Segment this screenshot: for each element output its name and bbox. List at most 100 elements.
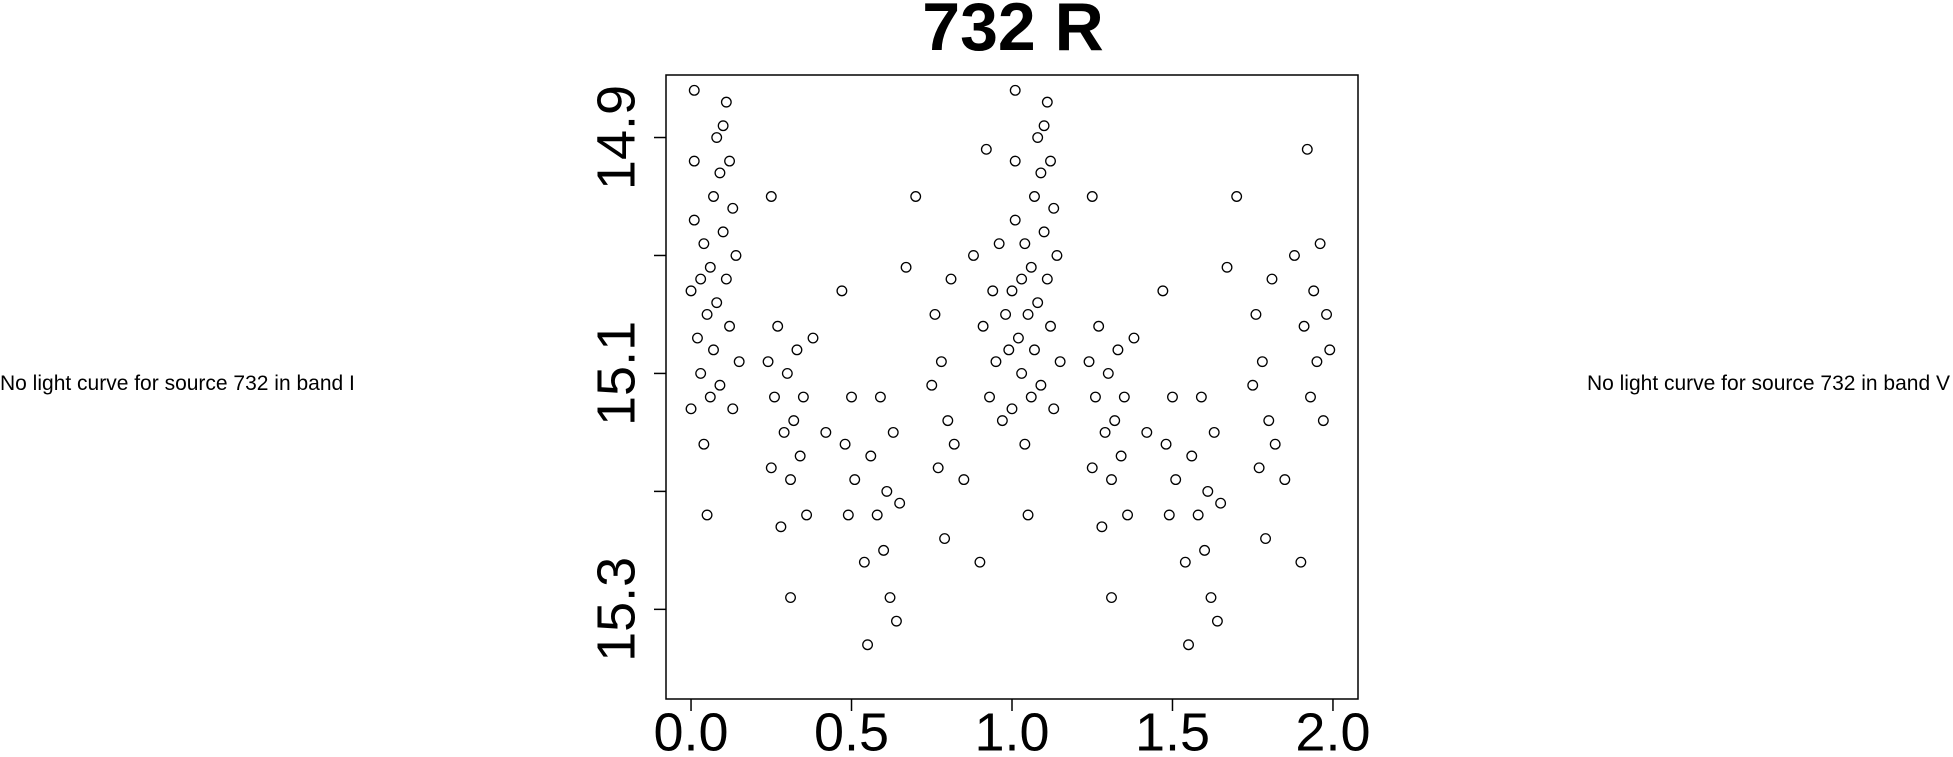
x-tick-label: 1.0 <box>974 702 1049 757</box>
point <box>1301 143 1313 155</box>
point <box>785 474 796 486</box>
point <box>688 214 700 226</box>
point <box>1016 273 1028 285</box>
point <box>977 320 989 332</box>
point <box>720 273 732 285</box>
point <box>1006 403 1018 415</box>
point <box>990 356 1002 368</box>
point <box>980 143 992 155</box>
point <box>1093 320 1105 332</box>
point <box>1035 379 1047 391</box>
point <box>1096 521 1108 533</box>
point <box>1122 509 1133 521</box>
point <box>1048 403 1060 415</box>
point <box>698 238 710 250</box>
point <box>1038 120 1050 132</box>
point <box>836 285 848 297</box>
point <box>871 509 883 521</box>
point <box>695 367 707 379</box>
point <box>987 285 999 297</box>
point <box>1051 250 1063 261</box>
point <box>1186 450 1198 462</box>
point <box>708 191 719 202</box>
x-tick-label: 0.0 <box>653 702 728 757</box>
point <box>778 426 790 438</box>
point <box>701 309 713 320</box>
point <box>939 533 951 545</box>
point <box>1045 320 1056 332</box>
point <box>695 273 707 285</box>
point <box>996 415 1008 427</box>
point <box>1195 391 1207 403</box>
point <box>1054 356 1066 368</box>
point <box>887 426 899 438</box>
point <box>932 462 944 474</box>
point <box>1260 533 1272 545</box>
point <box>1022 309 1034 320</box>
point <box>1083 356 1095 368</box>
point <box>1199 544 1211 556</box>
point <box>1250 309 1262 320</box>
point <box>1090 391 1101 403</box>
point <box>1048 202 1060 214</box>
point <box>1102 367 1114 379</box>
point <box>1215 497 1227 509</box>
point <box>692 332 703 344</box>
point <box>1035 167 1047 179</box>
point <box>842 509 854 521</box>
point <box>1211 615 1223 627</box>
point <box>720 96 732 108</box>
point <box>1045 155 1056 167</box>
point <box>1109 415 1121 427</box>
point <box>1099 426 1111 438</box>
point <box>1009 155 1021 167</box>
point <box>1086 462 1098 474</box>
point <box>762 356 774 368</box>
point <box>717 120 729 132</box>
point <box>1160 438 1172 450</box>
point <box>846 391 857 403</box>
point <box>968 250 979 261</box>
point <box>1019 438 1031 450</box>
point <box>1221 261 1233 273</box>
point <box>820 426 832 438</box>
right-message: No light curve for source 732 in band V <box>1586 372 1950 395</box>
point <box>1266 273 1278 285</box>
point <box>1000 309 1012 320</box>
point <box>688 155 700 167</box>
point <box>1019 238 1031 250</box>
point <box>884 592 896 604</box>
point <box>993 238 1005 250</box>
point <box>688 84 700 96</box>
point <box>1247 379 1259 391</box>
point <box>1115 450 1127 462</box>
point <box>1269 438 1281 450</box>
point <box>714 167 726 179</box>
point <box>788 415 800 427</box>
point <box>1025 261 1037 273</box>
point <box>1308 285 1320 297</box>
point <box>727 403 739 415</box>
point <box>1112 344 1124 356</box>
point <box>974 556 986 568</box>
point <box>1205 592 1217 604</box>
point <box>1263 415 1275 427</box>
x-tick-label: 1.5 <box>1135 702 1210 757</box>
point <box>791 344 803 356</box>
point <box>894 497 906 509</box>
point <box>1298 320 1310 332</box>
point <box>1003 344 1015 356</box>
point <box>785 592 796 604</box>
point <box>1032 132 1044 143</box>
point <box>958 474 970 486</box>
point <box>1009 214 1021 226</box>
point <box>1141 426 1153 438</box>
point <box>772 320 784 332</box>
point <box>801 509 813 521</box>
y-tick-label: 15.3 <box>586 557 646 662</box>
point <box>881 485 893 497</box>
point <box>1029 191 1040 202</box>
point <box>1167 391 1178 403</box>
point <box>1170 474 1182 486</box>
point <box>1086 191 1098 202</box>
